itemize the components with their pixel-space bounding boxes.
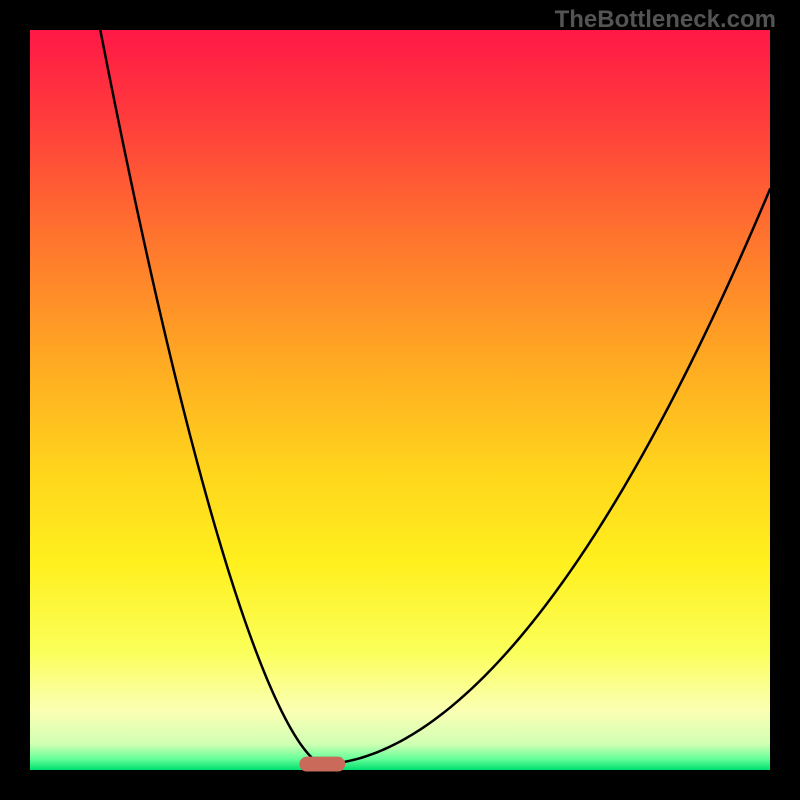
bottleneck-chart: [0, 0, 800, 800]
plot-background: [30, 30, 770, 770]
optimal-point-marker: [299, 757, 345, 772]
chart-frame: TheBottleneck.com: [0, 0, 800, 800]
